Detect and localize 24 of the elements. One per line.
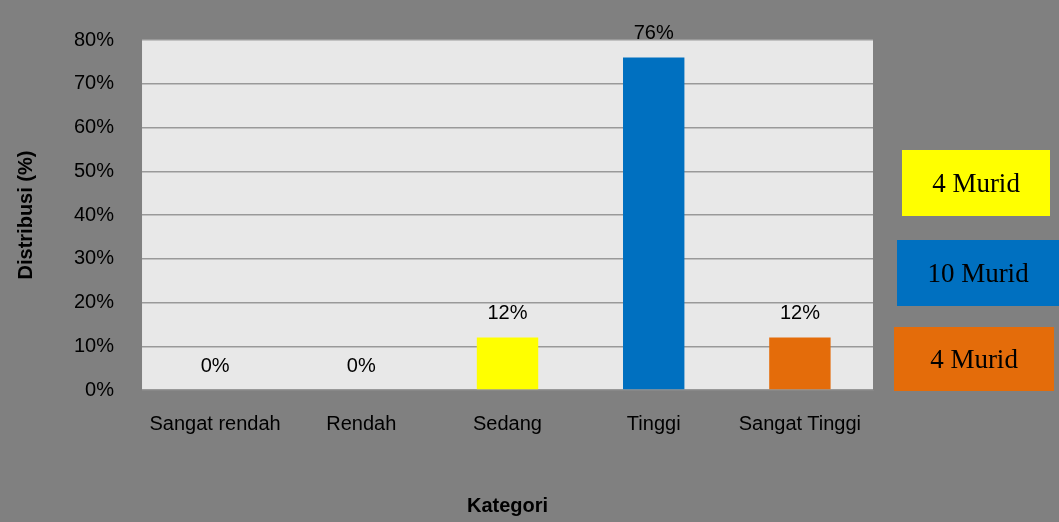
data-label: 12% <box>779 301 821 324</box>
x-tick-label: Sangat rendah <box>149 411 281 434</box>
x-tick-label: Sangat Tinggi <box>738 411 862 434</box>
x-axis-title: Kategori <box>466 493 549 516</box>
label-box: 4 Murid <box>902 150 1050 216</box>
label-box: 4 Murid <box>894 327 1054 391</box>
y-tick-label: 70% <box>74 71 115 94</box>
y-tick-label: 30% <box>74 246 115 269</box>
data-label: 12% <box>487 301 528 324</box>
y-tick-label: 60% <box>74 115 115 138</box>
y-tick-label: 80% <box>74 27 115 50</box>
data-label: 0% <box>346 353 376 376</box>
x-tick-label: Tinggi <box>626 411 681 434</box>
x-tick-label: Sedang <box>473 411 542 434</box>
y-tick-label: 0% <box>85 377 115 400</box>
x-tick-label: Rendah <box>326 411 397 434</box>
y-tick-label: 20% <box>74 290 115 313</box>
data-label: 76% <box>633 21 674 44</box>
y-tick-label: 40% <box>74 202 115 225</box>
y-axis-title: Distribusi (%) <box>13 150 36 280</box>
y-tick-label: 10% <box>74 333 115 356</box>
y-tick-label: 50% <box>74 158 115 181</box>
label-box: 10 Murid <box>897 240 1059 306</box>
data-label: 0% <box>200 353 230 376</box>
